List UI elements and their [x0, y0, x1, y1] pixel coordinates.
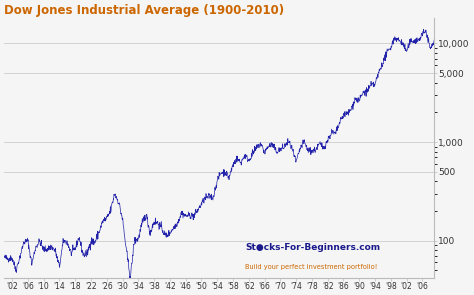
- Text: Build your perfect investment portfolio!: Build your perfect investment portfolio!: [245, 264, 377, 270]
- Text: Dow Jones Industrial Average (1900-2010): Dow Jones Industrial Average (1900-2010): [4, 4, 284, 17]
- Text: St●cks-For-Beginners.com: St●cks-For-Beginners.com: [245, 243, 380, 252]
